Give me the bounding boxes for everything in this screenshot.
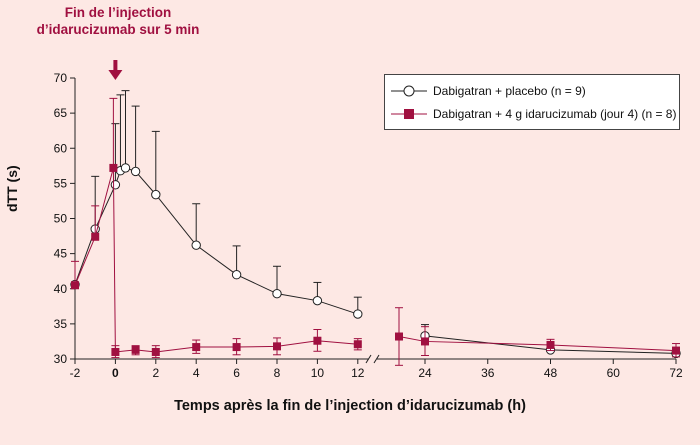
y-tick-label: 30	[54, 352, 68, 366]
placebo-series-line	[74, 167, 358, 315]
y-tick-label: 50	[54, 212, 68, 226]
axis-break-mark	[365, 354, 372, 364]
y-tick-label: 55	[54, 176, 68, 190]
x-tick-label: 8	[274, 366, 281, 380]
y-tick-label: 65	[54, 106, 68, 120]
idarucizumab-series-line	[398, 336, 677, 352]
idarucizumab-point	[109, 163, 118, 172]
legend-swatch-placebo	[391, 85, 427, 97]
idarucizumab-point	[313, 336, 322, 345]
y-tick-label: 60	[54, 141, 68, 155]
placebo-point	[151, 189, 161, 200]
placebo-point	[130, 166, 141, 177]
legend: Dabigatran + placebo (n = 9) Dabigatran …	[384, 74, 680, 130]
y-tick-label: 70	[54, 71, 68, 85]
x-tick-label: -2	[70, 366, 81, 380]
legend-item-idarucizumab: Dabigatran + 4 g idarucizumab (jour 4) (…	[391, 105, 676, 123]
idarucizumab-point	[546, 340, 555, 349]
idarucizumab-point	[111, 347, 120, 356]
idarucizumab-point	[421, 337, 429, 346]
x-tick-label: 48	[544, 366, 558, 380]
x-tick-label: 60	[607, 366, 621, 380]
x-tick-label: 72	[669, 366, 683, 380]
x-axis-title: Temps après la fin de l’injection d’idar…	[174, 398, 526, 414]
idarucizumab-point	[672, 346, 680, 355]
injection-annotation: Fin de l’injection d’idarucizumab sur 5 …	[36, 5, 200, 37]
idarucizumab-point	[353, 340, 362, 349]
x-tick-label: 4	[193, 366, 200, 380]
x-tick-label: 36	[481, 366, 495, 380]
x-tick-label: 10	[311, 366, 325, 380]
idarucizumab-point	[131, 345, 140, 354]
placebo-point	[272, 288, 282, 299]
placebo-point	[110, 180, 121, 190]
legend-label-placebo: Dabigatran + placebo (n = 9)	[433, 84, 586, 98]
y-axis-title: dTT (s)	[4, 165, 20, 212]
placebo-point	[191, 240, 201, 250]
x-tick-label: 6	[233, 366, 240, 380]
idarucizumab-point	[71, 281, 79, 290]
legend-swatch-idarucizumab	[391, 109, 427, 119]
legend-item-placebo: Dabigatran + placebo (n = 9)	[391, 82, 586, 100]
y-tick-label: 40	[54, 282, 68, 296]
y-tick-label: 45	[54, 247, 68, 261]
idarucizumab-point	[192, 343, 201, 352]
idarucizumab-point	[273, 342, 281, 351]
placebo-point	[312, 295, 323, 306]
x-tick-label: 0	[112, 366, 119, 380]
placebo-point	[231, 270, 242, 280]
x-tick-label: 12	[351, 366, 365, 380]
y-tick-label: 35	[54, 317, 68, 331]
idarucizumab-point	[91, 232, 100, 241]
legend-label-idarucizumab: Dabigatran + 4 g idarucizumab (jour 4) (…	[433, 107, 677, 121]
x-tick-label: 24	[418, 366, 432, 380]
axis-break-mark	[373, 354, 380, 364]
idarucizumab-point	[151, 347, 160, 356]
idarucizumab-point	[232, 343, 241, 352]
placebo-point	[353, 309, 363, 319]
placebo-point	[120, 163, 131, 173]
idarucizumab-point	[395, 332, 403, 341]
x-tick-label: 2	[152, 366, 159, 380]
injection-arrow-head	[108, 70, 123, 80]
